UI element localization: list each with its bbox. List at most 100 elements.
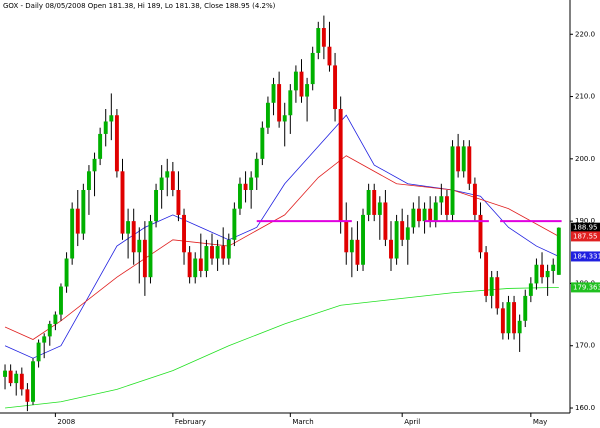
candle-body (310, 52, 315, 85)
candle-body (170, 171, 175, 190)
candle-body (377, 202, 382, 215)
candle-body (176, 189, 181, 215)
candle-body (232, 208, 237, 240)
candle-body (551, 264, 556, 271)
candle-body (126, 221, 131, 234)
candle-body (534, 264, 539, 284)
candle-body (394, 221, 399, 259)
candle-body (8, 370, 13, 384)
candle-body (265, 102, 270, 128)
end-label: 179.363 (573, 283, 600, 291)
y-tick-label: 210.0 (575, 93, 595, 101)
candle-body (92, 158, 97, 172)
candle-body (400, 221, 405, 240)
candle-body (154, 189, 159, 222)
candle-body (472, 183, 477, 215)
x-tick-label: March (292, 418, 313, 426)
end-label-box (571, 282, 600, 293)
x-tick-label: February (175, 418, 206, 426)
y-tick-label: 190.0 (575, 217, 595, 225)
candle-body (321, 28, 326, 47)
candle-body (53, 314, 58, 324)
candle-body (383, 202, 388, 240)
y-tick-label: 220.0 (575, 30, 595, 38)
candle-body (484, 252, 489, 296)
candle-body (3, 370, 7, 377)
candle-body (372, 189, 377, 215)
candle-body (198, 258, 203, 271)
candle-body (31, 361, 35, 402)
candle-body (25, 389, 30, 402)
candle-body (366, 189, 371, 215)
moving-average (4, 286, 559, 409)
candle-body (249, 177, 254, 190)
candle-body (148, 221, 153, 278)
candle-body (417, 208, 421, 222)
candle-body (131, 221, 136, 253)
candle-body (467, 146, 472, 184)
candle-body (277, 84, 282, 122)
chart-title: GOX - Daily 08/05/2008 Open 181.38, Hi 1… (3, 2, 276, 10)
y-tick-label: 160.0 (575, 404, 595, 412)
candle-body (193, 258, 198, 278)
candle-body (523, 295, 528, 321)
candle-body (103, 121, 108, 134)
candle-body (512, 302, 517, 334)
candle-body (540, 264, 544, 278)
candle-body (70, 208, 75, 259)
candle-body (349, 239, 354, 253)
candle-body (461, 146, 466, 172)
candle-body (428, 208, 433, 222)
candle-body (36, 342, 41, 362)
candle-body (439, 196, 444, 203)
candle-body (238, 183, 242, 209)
end-label: 184.331 (573, 252, 600, 260)
candle-body (411, 208, 416, 228)
candle-body (19, 373, 24, 390)
candle-body (405, 227, 410, 240)
y-tick-label: 170.0 (575, 342, 595, 350)
candle-body (361, 214, 365, 265)
candle-body (556, 227, 561, 275)
candle-body (47, 323, 52, 337)
candle-body (517, 320, 522, 334)
candle-body (81, 189, 86, 234)
candle-body (333, 65, 338, 110)
candle-body (86, 171, 91, 190)
candle-body (59, 286, 63, 315)
candle-body (506, 302, 511, 334)
x-tick-label: 2008 (57, 418, 75, 426)
candle-body (389, 239, 393, 259)
candle-body (355, 239, 360, 265)
candle-body (316, 28, 321, 53)
candle-body (114, 115, 119, 172)
candle-body (500, 308, 505, 334)
candle-body (120, 171, 125, 234)
candle-body (545, 270, 550, 278)
candle-body (98, 133, 103, 159)
candle-body (64, 258, 69, 287)
candle-body (159, 177, 164, 190)
candle-body (495, 277, 500, 309)
end-label: 187.55 (573, 232, 598, 240)
candle-body (338, 109, 343, 222)
candle-body (450, 146, 455, 215)
candle-body (221, 246, 226, 259)
candle-body (282, 115, 287, 122)
candle-body (528, 283, 533, 296)
candle-body (243, 183, 248, 190)
candle-body (187, 252, 192, 278)
candle-body (271, 84, 276, 103)
x-tick-label: May (533, 418, 547, 426)
x-tick-label: April (404, 418, 420, 426)
candle-body (288, 90, 293, 116)
candle-body (305, 84, 310, 97)
candle-body (142, 239, 147, 278)
candle-body (433, 202, 438, 222)
candle-body (165, 171, 170, 178)
candle-body (14, 373, 19, 384)
candle-body (137, 239, 142, 253)
candle-body (478, 214, 483, 253)
candle-body (456, 146, 461, 172)
